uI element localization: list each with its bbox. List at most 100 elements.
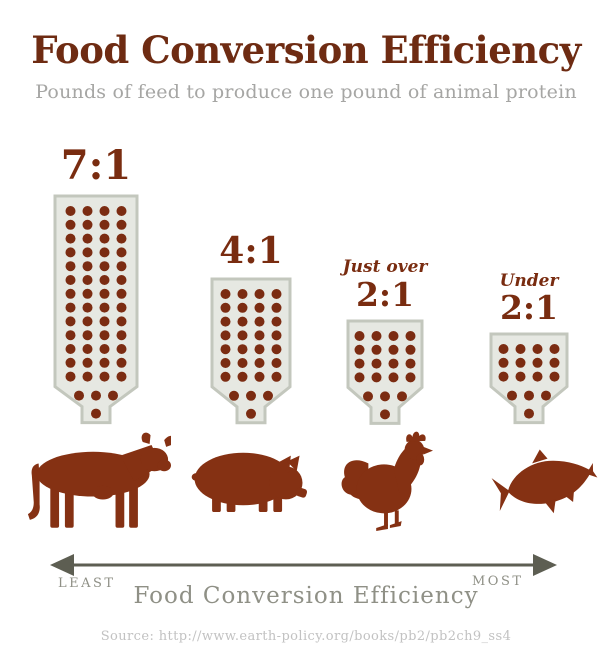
feed-dot: [74, 391, 85, 402]
feed-dot: [254, 289, 265, 300]
feed-funnel-chicken: [345, 318, 425, 426]
feed-dot: [116, 289, 127, 300]
arrowhead-left: [50, 554, 74, 576]
cow-icon: [27, 432, 175, 528]
ratio-label-cattle: 7:1: [61, 146, 131, 186]
feed-dot: [82, 316, 93, 327]
feed-dot: [116, 330, 127, 341]
feed-funnel-fish: [488, 331, 570, 426]
feed-funnel-cattle: [52, 193, 140, 426]
fish-icon: [491, 449, 598, 514]
feed-dot: [82, 344, 93, 355]
feed-dot: [254, 372, 265, 383]
feed-dot: [532, 344, 543, 355]
feed-funnel-pig: [209, 276, 293, 426]
feed-dot: [65, 358, 76, 369]
ratio-value-chicken: 2:1: [355, 274, 415, 314]
column-cattle: 7:1: [21, 128, 171, 426]
feed-dot: [354, 344, 365, 355]
feed-dot: [254, 344, 265, 355]
feed-dot: [254, 316, 265, 327]
column-fish: Under 2:1: [454, 128, 604, 426]
ratio-label-pig: 4:1: [219, 233, 282, 269]
feed-dot: [116, 275, 127, 286]
feed-dot: [82, 234, 93, 245]
feed-dot: [507, 391, 518, 402]
feed-dot: [220, 372, 231, 383]
feed-dot: [65, 316, 76, 327]
feed-dot: [99, 206, 110, 217]
axis-title: Food Conversion Efficiency: [133, 583, 479, 609]
feed-dot: [498, 372, 509, 383]
feed-dot: [396, 391, 407, 402]
feed-dot: [405, 358, 416, 369]
feed-dot: [532, 358, 543, 369]
feed-dot: [99, 358, 110, 369]
feed-dot: [82, 289, 93, 300]
feed-dot: [524, 391, 534, 402]
feed-dot: [82, 372, 93, 383]
feed-dot: [116, 372, 127, 383]
funnel-shape: [210, 277, 292, 425]
feed-dot: [524, 409, 534, 420]
feed-dot: [246, 409, 256, 420]
feed-dot: [371, 344, 382, 355]
feed-dot: [262, 391, 273, 402]
feed-dot: [65, 275, 76, 286]
feed-dot: [99, 289, 110, 300]
feed-dot: [116, 358, 127, 369]
feed-dot: [380, 391, 390, 402]
feed-dot: [116, 247, 127, 258]
feed-dot: [91, 409, 101, 420]
feed-dot: [116, 303, 127, 314]
ratio-qualifier-chicken: Just over: [342, 257, 428, 278]
feed-dot: [371, 358, 382, 369]
feed-dot: [99, 220, 110, 231]
feed-dot: [82, 330, 93, 341]
feed-dot: [271, 316, 282, 327]
feed-dot: [65, 372, 76, 383]
feed-dot: [220, 289, 231, 300]
feed-dot: [388, 358, 399, 369]
arrowhead-right: [533, 554, 557, 576]
feed-dot: [405, 330, 416, 341]
header: Food Conversion Efficiency Pounds of fee…: [0, 0, 612, 103]
page-subtitle: Pounds of feed to produce one pound of a…: [35, 80, 577, 103]
feed-dot: [540, 391, 551, 402]
axis-label-least: LEAST: [58, 576, 116, 591]
feed-dot: [254, 358, 265, 369]
feed-dot: [405, 372, 416, 383]
feed-dot: [116, 206, 127, 217]
pig-icon: [191, 452, 308, 513]
feed-dot: [116, 234, 127, 245]
feed-dot: [99, 344, 110, 355]
ratio-label-fish: Under 2:1: [499, 270, 559, 324]
feed-dot: [82, 358, 93, 369]
chicken-icon: [341, 431, 433, 531]
feed-dot: [99, 247, 110, 258]
feed-dot: [498, 358, 509, 369]
feed-dot: [354, 358, 365, 369]
feed-dot: [515, 358, 526, 369]
feed-dot: [65, 261, 76, 272]
feed-dot: [354, 330, 365, 341]
feed-dot: [220, 330, 231, 341]
feed-dot: [220, 303, 231, 314]
feed-dot: [388, 344, 399, 355]
feed-dot: [271, 358, 282, 369]
column-chicken: Just over 2:1: [310, 128, 460, 426]
feed-dot: [65, 289, 76, 300]
feed-dot: [549, 358, 560, 369]
feed-dot: [82, 247, 93, 258]
feed-dot: [82, 220, 93, 231]
feed-dot: [237, 344, 248, 355]
feed-dot: [99, 316, 110, 327]
feed-dot: [532, 372, 543, 383]
feed-dot: [65, 344, 76, 355]
feed-dot: [116, 261, 127, 272]
feed-dot: [82, 275, 93, 286]
feed-dot: [271, 330, 282, 341]
ratio-qualifier-fish: Under: [499, 270, 559, 291]
column-pig: 4:1: [176, 128, 326, 426]
feed-dot: [65, 330, 76, 341]
